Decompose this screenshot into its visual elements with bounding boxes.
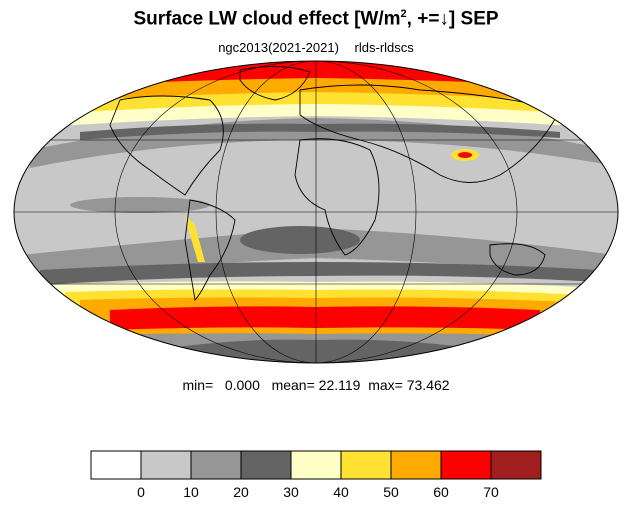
colorbar-swatch [240, 450, 292, 480]
title-main: Surface LW cloud effect [W/m [133, 8, 401, 30]
graticule [14, 61, 618, 363]
colorbar-label: 40 [333, 484, 349, 500]
colorbar-label: 70 [483, 484, 499, 500]
band-north-dark [80, 123, 560, 140]
patch-andes [185, 215, 205, 262]
australia-outline [489, 243, 546, 276]
meridian-60 [215, 61, 417, 363]
south-america-outline [184, 199, 236, 301]
max-value: 73.462 [406, 377, 450, 393]
colorbar-swatch [490, 450, 542, 480]
mean-label: mean= [271, 377, 315, 393]
band-south-red [110, 306, 540, 330]
africa-outline [294, 138, 380, 256]
patch-tibet-core [458, 152, 472, 158]
colorbar-label: 30 [283, 484, 299, 500]
globe-outline [13, 60, 619, 364]
min-label: min= [182, 377, 214, 393]
colorbar-label: 50 [383, 484, 399, 500]
colorbar-swatch [90, 450, 142, 480]
colorbar-label: 10 [183, 484, 199, 500]
chart-subtitle: ngc2013(2021-2021) rlds-rldscs [0, 40, 632, 55]
band-south-midlat [20, 228, 615, 280]
title-superscript: 2 [400, 8, 407, 20]
colorbar-swatch [140, 450, 192, 480]
patch-south-atlantic [240, 226, 360, 254]
meridian-120 [114, 61, 518, 363]
colorbar-swatch [290, 450, 342, 480]
map-field [14, 61, 618, 363]
greenland-outline [239, 65, 311, 101]
max-label: max= [368, 377, 403, 393]
colorbar-swatch [340, 450, 392, 480]
colorbar-swatch [390, 450, 442, 480]
title-rest: , +=↓] SEP [406, 8, 499, 30]
subtitle-model: ngc2013(2021-2021) [218, 40, 339, 55]
band-south-dark [40, 262, 600, 285]
mean-value: 22.119 [318, 377, 361, 393]
colorbar-label: 20 [233, 484, 249, 500]
patch-east-pacific [70, 197, 210, 213]
colorbar-swatch [190, 450, 242, 480]
subtitle-variable: rlds-rldscs [354, 40, 414, 55]
colorbar-swatch [440, 450, 492, 480]
chart-title: Surface LW cloud effect [W/m2, +=↓] SEP [0, 8, 632, 30]
world-map [13, 60, 619, 364]
north-america-outline [109, 95, 224, 196]
stats-line: min= 0.000 mean= 22.119 max= 73.462 [0, 377, 632, 393]
colorbar-label: 0 [137, 484, 145, 500]
colorbar-label: 60 [433, 484, 449, 500]
colorbar [90, 450, 542, 480]
min-value: 0.000 [224, 377, 260, 393]
antarctica [170, 339, 470, 363]
